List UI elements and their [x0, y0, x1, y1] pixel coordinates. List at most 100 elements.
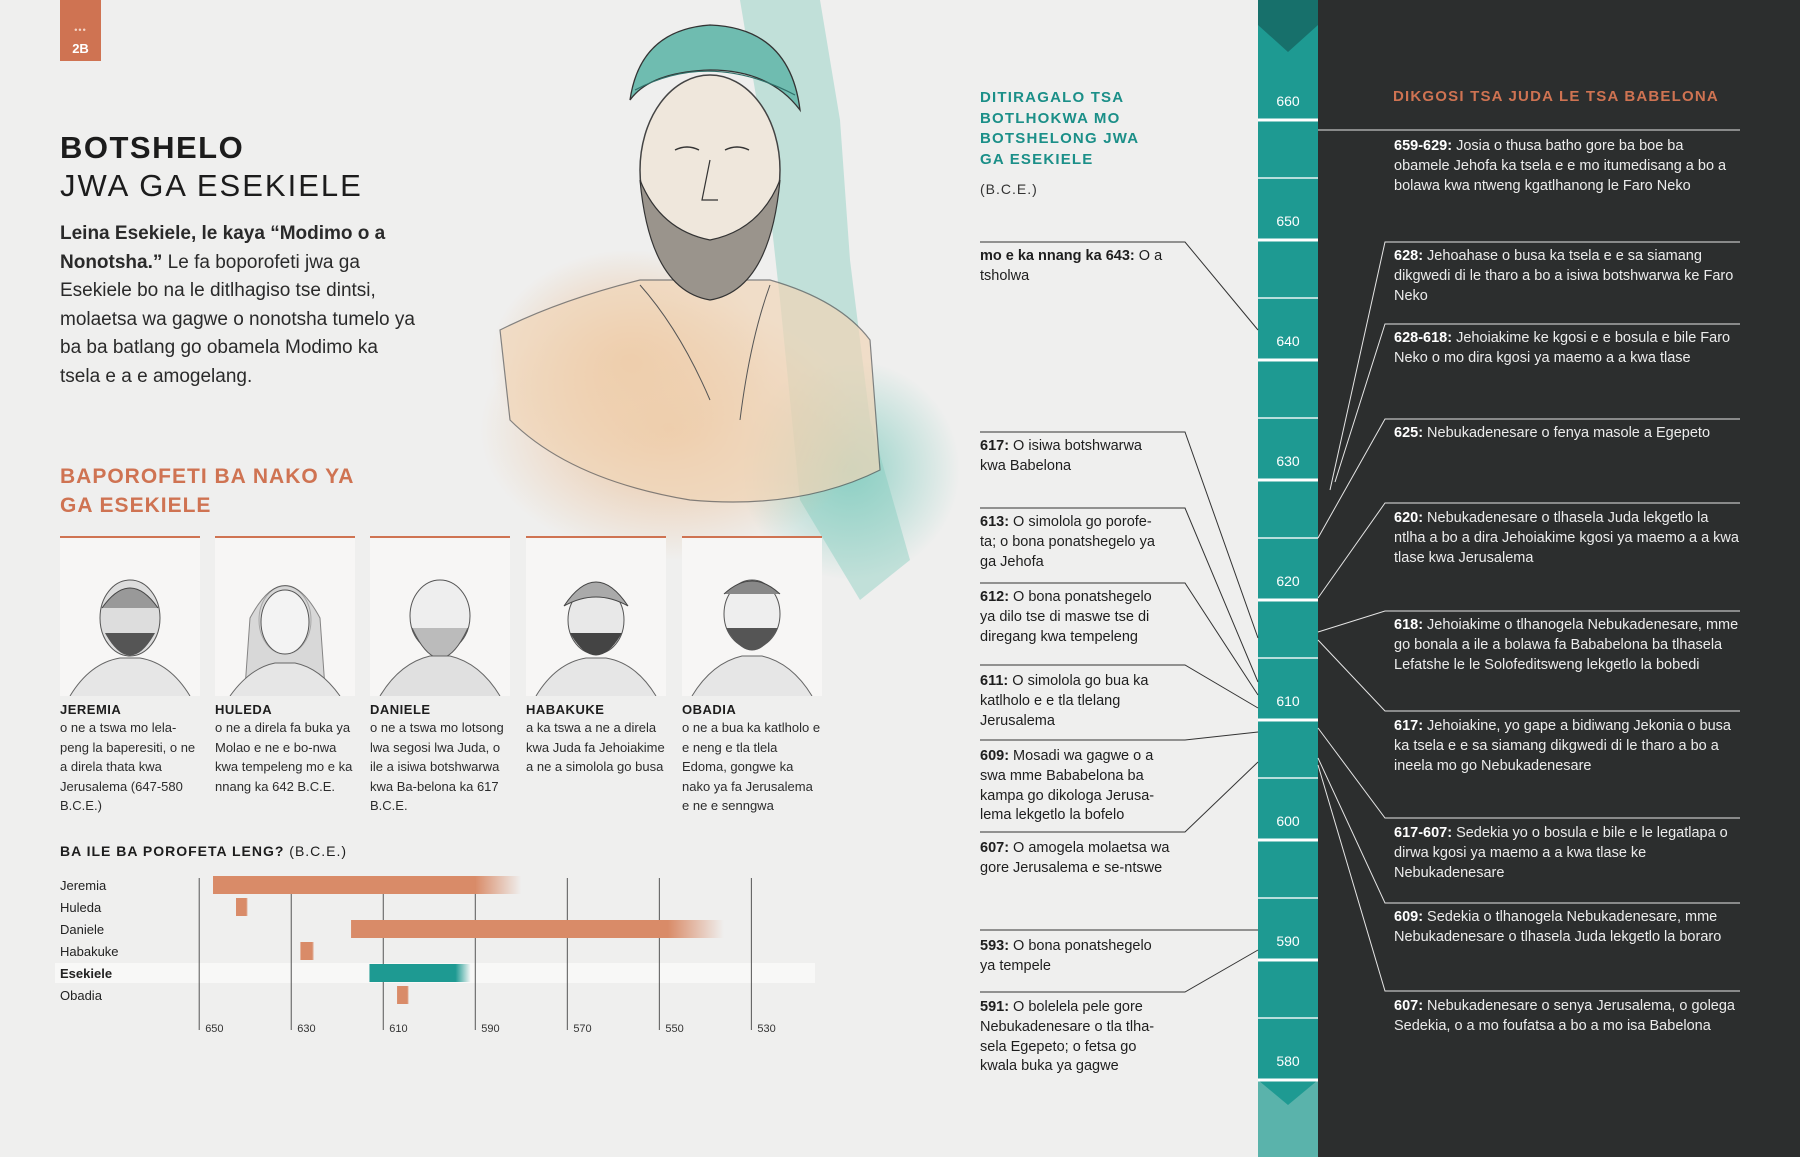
- king-item: 609: Sedekia o tlhanogela Nebukadenesare…: [1394, 908, 1739, 948]
- king-item: 618: Jehoiakime o tlhanogela Nebukadenes…: [1394, 616, 1739, 675]
- event-year: 591:: [980, 999, 1010, 1015]
- king-text: Nebukadenesare o senya Jerusalema, o gol…: [1394, 998, 1735, 1034]
- prophet-card-huleda: HULEDA o ne a direla fa buka ya Molao e …: [215, 536, 355, 796]
- year-label: 610: [1276, 693, 1300, 709]
- card-rule: [526, 536, 666, 538]
- king-item: 617: Jehoiakine, yo gape a bidiwang Jeko…: [1394, 717, 1739, 776]
- chart-title: BA ILE BA POROFETA LENG? (B.C.E.): [60, 843, 347, 859]
- tick-label: 650: [205, 1023, 223, 1035]
- chart-unit: (B.C.E.): [289, 843, 348, 859]
- events-unit: (B.C.E.): [980, 181, 1038, 197]
- prophet-portrait-jeremia: [60, 538, 200, 696]
- event-year: 613:: [980, 514, 1010, 530]
- tick-label: 550: [665, 1023, 683, 1035]
- king-year: 625:: [1394, 425, 1424, 441]
- ezekiel-portrait-illustration: [480, 0, 960, 600]
- page-subtitle: JWA GA ESEKIELE: [60, 168, 363, 203]
- card-rule: [370, 536, 510, 538]
- timeline-bar-obadia: [397, 986, 410, 1004]
- prophet-timeline-chart: 650 630 610 590 570 550 530 Jeremia Huleda Daniel…: [55, 876, 815, 1035]
- event-text: O bolelela pele gore Nebukadenesare o tl…: [980, 999, 1155, 1075]
- event-item: mo e ka nnang ka 643: O a tsholwa: [980, 247, 1180, 287]
- king-item: 607: Nebukadenesare o senya Jerusalema, …: [1394, 997, 1739, 1037]
- series-label: Jeremia: [60, 878, 107, 893]
- event-item: 593: O bona ponatshegelo ya tempele: [980, 937, 1170, 977]
- prophet-portrait-daniele: [370, 538, 510, 696]
- year-label: 600: [1276, 813, 1300, 829]
- year-major-ticks: [1258, 118, 1318, 1082]
- event-item: 591: O bolelela pele gore Nebukadenesare…: [980, 998, 1175, 1077]
- king-year: 607:: [1394, 998, 1424, 1014]
- intro-text: Le fa boporofeti jwa ga Esekiele bo na l…: [60, 251, 415, 387]
- king-year: 618:: [1394, 617, 1424, 633]
- year-label: 580: [1276, 1053, 1300, 1069]
- prophet-desc: o ne a tswa mo lela-peng la baperesiti, …: [60, 720, 196, 813]
- prophet-card-habakuke: HABAKUKE a ka tswa a ne a direla kwa Jud…: [526, 536, 666, 777]
- king-text: Jehoiakine, yo gape a bidiwang Jekonia o…: [1394, 718, 1731, 774]
- card-rule: [60, 536, 200, 538]
- king-year: 659-629:: [1394, 138, 1453, 154]
- king-year: 617-607:: [1394, 825, 1453, 841]
- series-label: Huleda: [60, 900, 102, 915]
- king-item: 659-629: Josia o thusa batho gore ba boe…: [1394, 137, 1739, 196]
- year-label: 640: [1276, 333, 1300, 349]
- king-year: 628-618:: [1394, 330, 1453, 346]
- event-year: 607:: [980, 840, 1010, 856]
- king-text: Nebukadenesare o tlhasela Juda lekgetlo …: [1394, 510, 1739, 566]
- event-item: 613: O simolola go porofe-ta; o bona pon…: [980, 513, 1165, 572]
- series-label: Esekiele: [60, 966, 112, 981]
- year-label: 650: [1276, 213, 1300, 229]
- timeline-bar-huleda: [236, 898, 249, 916]
- prophet-card-obadia: OBADIA o ne a bua ka katlholo e e neng e…: [682, 536, 822, 816]
- year-label: 620: [1276, 573, 1300, 589]
- chart-title-text: BA ILE BA POROFETA LENG?: [60, 843, 285, 859]
- event-year: 609:: [980, 748, 1010, 764]
- tick-label: 530: [757, 1023, 775, 1035]
- event-year: mo e ka nnang ka 643:: [980, 248, 1135, 264]
- timeline-bar-jeremia: [213, 876, 522, 894]
- prophet-portrait-obadia: [682, 538, 822, 696]
- king-text: Sedekia o tlhanogela Nebukadenesare, mme…: [1394, 909, 1722, 945]
- year-label: 660: [1276, 93, 1300, 109]
- kings-heading: DIKGOSI TSA JUDA LE TSA BABELONA: [1393, 88, 1719, 105]
- prophet-card-daniele: DANIELE o ne a tswa mo lotsong lwa segos…: [370, 536, 510, 816]
- event-year: 611:: [980, 673, 1009, 689]
- year-minor-ticks: [1258, 177, 1318, 1019]
- intro-paragraph: Leina Esekiele, le kaya “Modimo o a Nono…: [60, 220, 420, 391]
- series-label: Obadia: [60, 988, 103, 1003]
- year-label: 590: [1276, 933, 1300, 949]
- series-label: Daniele: [60, 922, 104, 937]
- year-bar-ticks: [1258, 0, 1318, 1157]
- event-year: 593:: [980, 938, 1010, 954]
- event-item: 617: O isiwa botshwarwa kwa Babelona: [980, 437, 1160, 477]
- prophet-desc: o ne a tswa mo lotsong lwa segosi lwa Ju…: [370, 720, 504, 813]
- king-year: 617:: [1394, 718, 1424, 734]
- king-text: Josia o thusa batho gore ba boe ba obame…: [1394, 138, 1727, 194]
- event-item: 611: O simolola go bua ka katlholo e e t…: [980, 672, 1170, 731]
- series-label: Habakuke: [60, 944, 119, 959]
- page-tab-dots: •••: [74, 25, 87, 35]
- event-item: 607: O amogela molaetsa wa gore Jerusale…: [980, 839, 1170, 879]
- year-bar: [1258, 0, 1318, 1157]
- king-item: 628: Jehoahase o busa ka tsela e e sa si…: [1394, 247, 1739, 306]
- prophet-portrait-habakuke: [526, 538, 666, 696]
- prophet-name: DANIELE: [370, 702, 431, 717]
- intro-bold: Leina Esekiele, le kaya “Modimo o a Nono…: [60, 223, 386, 273]
- tick-label: 610: [389, 1023, 407, 1035]
- page-tab-label: 2B: [72, 41, 89, 56]
- events-heading: DITIRAGALO TSA BOTLHOKWA MO BOTSHELONG J…: [980, 89, 1139, 168]
- king-item: 628-618: Jehoiakime ke kgosi e e bosula …: [1394, 329, 1739, 369]
- tick-label: 570: [573, 1023, 591, 1035]
- year-label: 630: [1276, 453, 1300, 469]
- card-rule: [215, 536, 355, 538]
- king-year: 620:: [1394, 510, 1424, 526]
- event-year: 612:: [980, 589, 1010, 605]
- tick-label: 590: [481, 1023, 499, 1035]
- king-year: 609:: [1394, 909, 1424, 925]
- event-year: 617:: [980, 438, 1010, 454]
- page-title: BOTSHELO: [60, 130, 245, 165]
- event-item: 609: Mosadi wa gagwe o a swa mme Bababel…: [980, 747, 1170, 826]
- prophets-section-heading: BAPOROFETI BA NAKO YA GA ESEKIELE: [60, 465, 354, 517]
- prophet-desc: o ne a direla fa buka ya Molao e ne e bo…: [215, 720, 353, 794]
- king-item: 620: Nebukadenesare o tlhasela Juda lekg…: [1394, 509, 1739, 568]
